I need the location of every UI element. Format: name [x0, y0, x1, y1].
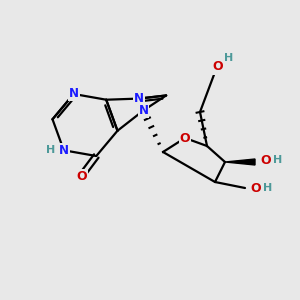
- Text: H: H: [273, 155, 282, 165]
- Text: H: H: [46, 145, 56, 155]
- Text: O: O: [250, 182, 261, 194]
- Text: O: O: [213, 61, 223, 74]
- Text: N: N: [69, 88, 79, 100]
- Text: O: O: [260, 154, 271, 166]
- Text: N: N: [134, 92, 144, 105]
- Text: O: O: [76, 169, 87, 182]
- Polygon shape: [225, 159, 255, 165]
- Text: H: H: [263, 183, 272, 193]
- Text: N: N: [139, 104, 148, 117]
- Text: N: N: [59, 144, 69, 157]
- Text: H: H: [224, 53, 234, 63]
- Text: O: O: [180, 131, 190, 145]
